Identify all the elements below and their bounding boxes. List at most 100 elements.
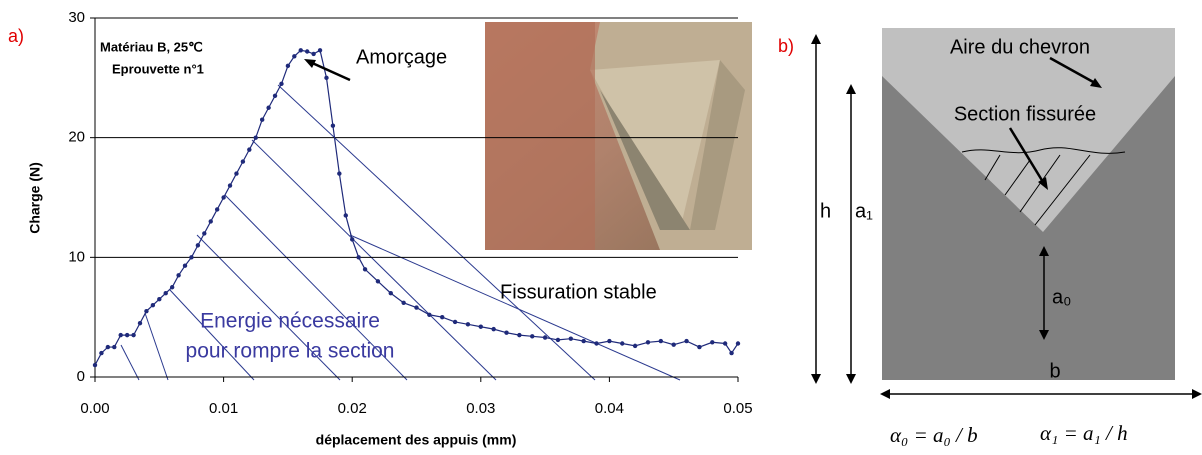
point: [465, 322, 471, 327]
point: [131, 332, 136, 338]
x-tick-label: 0.03: [466, 400, 495, 417]
label: Section fissurée: [954, 103, 1096, 125]
point: [169, 285, 175, 290]
point: [311, 51, 316, 57]
point: [491, 326, 496, 332]
x-tick-label: 0.02: [338, 400, 367, 417]
point: [530, 334, 535, 339]
point: [581, 338, 586, 344]
y-tick-label: 0: [77, 368, 85, 385]
point: [279, 81, 284, 87]
point: [607, 338, 612, 344]
point: [292, 54, 297, 59]
point: [144, 308, 149, 314]
point: [240, 159, 246, 164]
point: [150, 303, 156, 308]
point: [620, 341, 625, 346]
point: [710, 340, 715, 345]
point: [594, 341, 599, 346]
point: [105, 344, 111, 350]
point: [343, 213, 348, 218]
point: [259, 117, 265, 122]
point: [298, 48, 303, 53]
arrow-head: [1090, 78, 1102, 88]
point: [118, 332, 123, 338]
point: [234, 171, 239, 176]
point: [568, 336, 574, 341]
point: [124, 332, 130, 338]
point: [182, 263, 188, 268]
point: [388, 291, 393, 296]
arrow-head: [304, 59, 316, 68]
point: [414, 305, 419, 310]
point: [722, 341, 728, 346]
point: [304, 49, 310, 54]
y-tick-label: 10: [68, 248, 85, 265]
point: [632, 343, 638, 349]
point: [517, 332, 522, 338]
label: a₁: [855, 200, 873, 222]
panel-label: a): [8, 26, 24, 46]
panel-label: b): [778, 36, 794, 56]
point: [356, 255, 361, 260]
x-tick-label: 0.05: [723, 400, 752, 417]
point: [684, 338, 689, 344]
x-tick-label: 0.04: [595, 400, 624, 417]
point: [208, 219, 213, 224]
point: [99, 350, 104, 356]
point: [337, 171, 342, 176]
label: b: [1049, 360, 1060, 382]
arrow: [309, 60, 351, 82]
point: [195, 243, 201, 248]
point: [92, 362, 98, 368]
point: [375, 279, 381, 284]
arrow: [1049, 56, 1096, 85]
point: [176, 273, 181, 278]
hatch: [120, 84, 681, 381]
point: [253, 135, 258, 140]
point: [401, 300, 406, 306]
annotation: Amorçage: [356, 46, 447, 68]
point: [350, 237, 355, 242]
dimension-arrows: [815, 40, 1198, 395]
point: [157, 297, 162, 302]
y-tick-label: 30: [68, 9, 85, 26]
point: [227, 183, 233, 188]
y-axis-label: Charge (N): [27, 162, 43, 234]
x-tick-label: 0.01: [209, 400, 238, 417]
point: [202, 231, 207, 236]
point: [452, 319, 458, 325]
annotation: Fissuration stable: [500, 281, 657, 303]
point: [221, 195, 226, 200]
point: [163, 291, 168, 296]
point: [697, 344, 702, 350]
label: a₀: [1052, 286, 1071, 308]
point: [285, 63, 291, 69]
point: [330, 123, 336, 128]
annotation: Eprouvette n°1: [112, 61, 204, 76]
y-tick-label: 20: [68, 129, 85, 146]
x-axis-label: déplacement des appuis (mm): [316, 432, 517, 448]
point: [272, 93, 278, 98]
arrow: [1008, 127, 1045, 183]
point: [671, 342, 676, 347]
photo: [485, 22, 752, 250]
point: [427, 312, 432, 317]
point: [362, 267, 368, 272]
point: [112, 344, 117, 350]
point: [324, 75, 329, 81]
label: Aire du chevron: [950, 36, 1090, 58]
point: [247, 147, 252, 152]
arrow-head: [1038, 177, 1048, 190]
point: [440, 314, 445, 320]
point: [137, 320, 143, 326]
point: [645, 340, 651, 345]
x-tick-label: 0.00: [80, 400, 109, 417]
chevron: [882, 28, 1175, 232]
point: [729, 350, 734, 356]
annotation: Energie nécessaire: [200, 310, 380, 333]
point: [478, 324, 483, 329]
point: [266, 105, 271, 110]
label: h: [820, 200, 831, 222]
annotation: pour rompre la section: [186, 340, 395, 363]
